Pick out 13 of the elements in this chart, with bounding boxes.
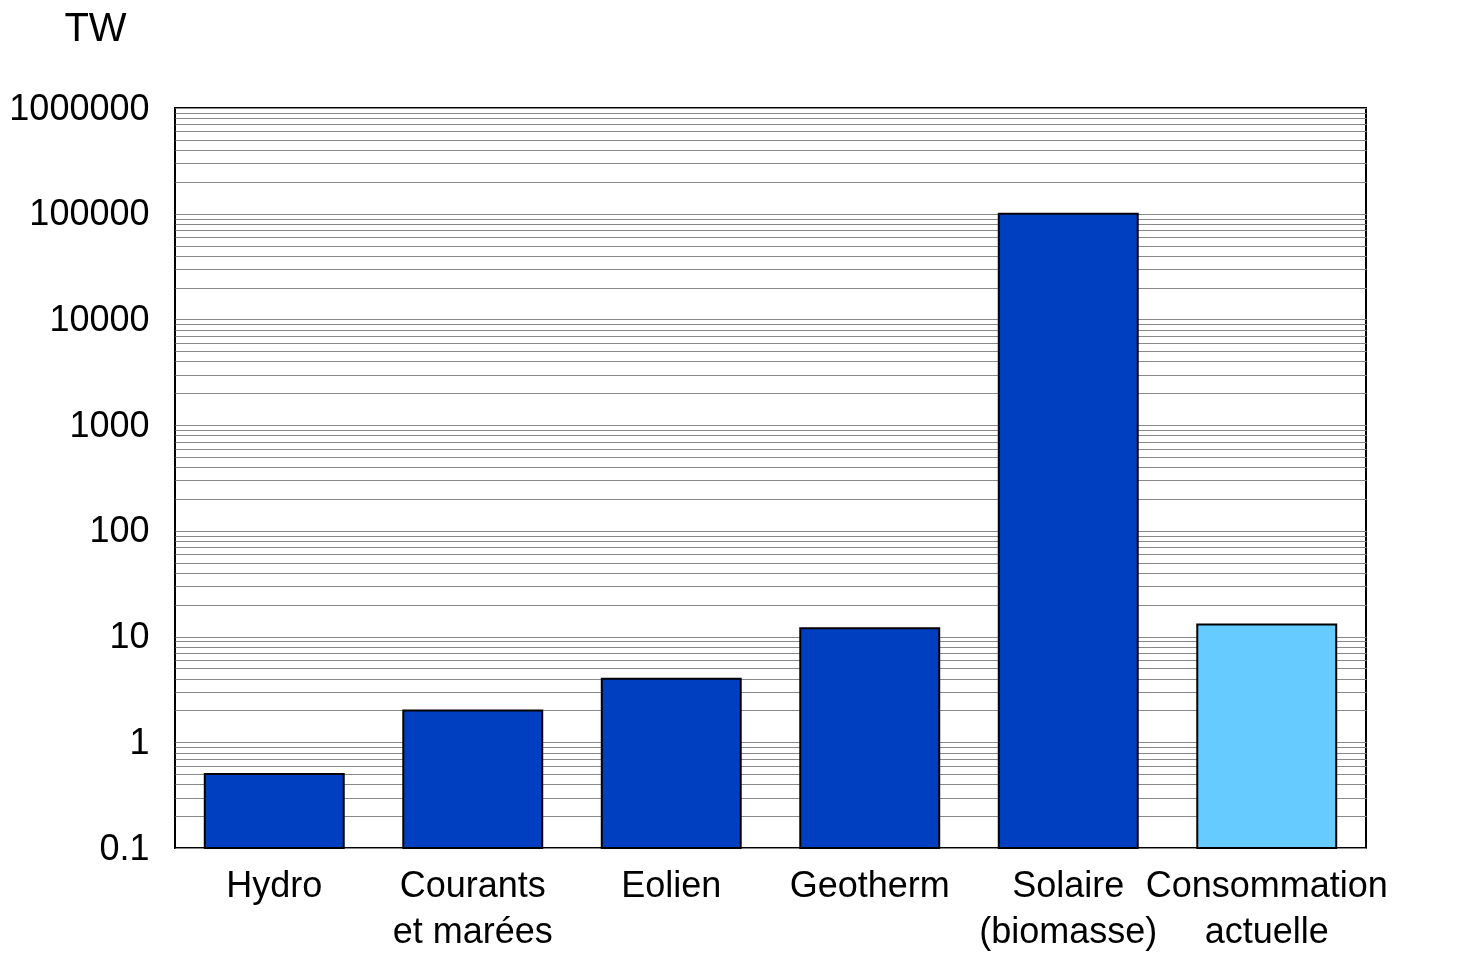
y-axis-title: TW: [64, 4, 127, 49]
y-tick-label: 100: [89, 509, 150, 551]
y-tick-label: 1000000: [9, 86, 150, 128]
x-tick-label: Eolien: [621, 863, 722, 905]
y-tick-label: 1000: [69, 403, 150, 445]
y-tick-label: 10000: [49, 297, 150, 339]
y-tick-label: 100000: [29, 192, 150, 234]
x-tick-label: Geotherm: [789, 863, 950, 905]
y-tick-label: 1: [129, 720, 150, 762]
y-tick-label: 10: [109, 615, 150, 657]
x-tick-label: Hydro: [226, 863, 323, 905]
y-tick-label: 0.1: [99, 826, 150, 868]
x-tick-label: Courants et marées: [392, 863, 553, 951]
